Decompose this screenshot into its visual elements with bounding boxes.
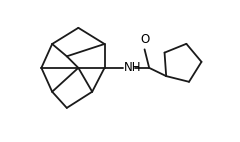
- Text: NH: NH: [124, 61, 141, 74]
- Text: O: O: [140, 33, 149, 46]
